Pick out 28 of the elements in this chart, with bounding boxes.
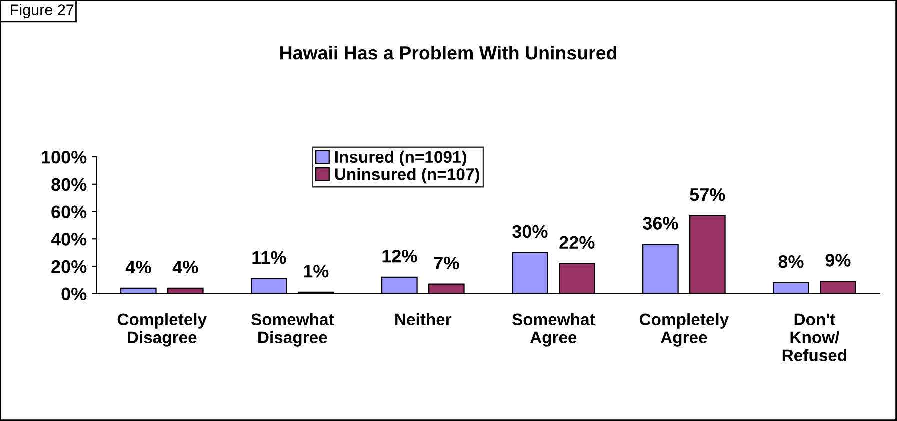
data-label: 4% [126,260,152,274]
y-tick-label: 20% [52,260,87,274]
data-label: 57% [690,188,726,202]
data-label: 30% [512,225,548,238]
x-tick-label: Somewhat Disagree [251,313,334,347]
data-label: 11% [252,251,286,264]
data-label: 22% [560,236,595,250]
y-tick-label: 100% [42,150,87,164]
data-label: 1% [304,265,329,278]
data-label: 7% [434,256,460,270]
data-label: 4% [172,260,198,274]
x-tick-label: Neither [396,313,452,326]
caption: Figure 27 [11,4,74,18]
y-tick-label: 60% [52,206,87,218]
data-label: 36% [643,217,678,230]
legend-label: Insured (n=1091) [336,150,466,166]
y-tick-label: 40% [51,233,87,246]
data-label: 12% [382,250,418,263]
x-tick-label: Don't Know/ Refused [782,314,846,362]
legend-label: Uninsured (n=107) [335,168,480,184]
y-tick-label: 0% [62,288,87,301]
data-label: 8% [778,255,804,268]
data-label: 9% [826,254,851,267]
x-tick-label: Somewhat Agree [512,313,596,347]
x-tick-label: Completely Agree [640,313,730,347]
chart-title: Hawaii Has a Problem With Uninsured [280,46,616,60]
x-tick-label: Completely Disagree [118,313,207,347]
y-tick-label: 80% [52,178,87,192]
